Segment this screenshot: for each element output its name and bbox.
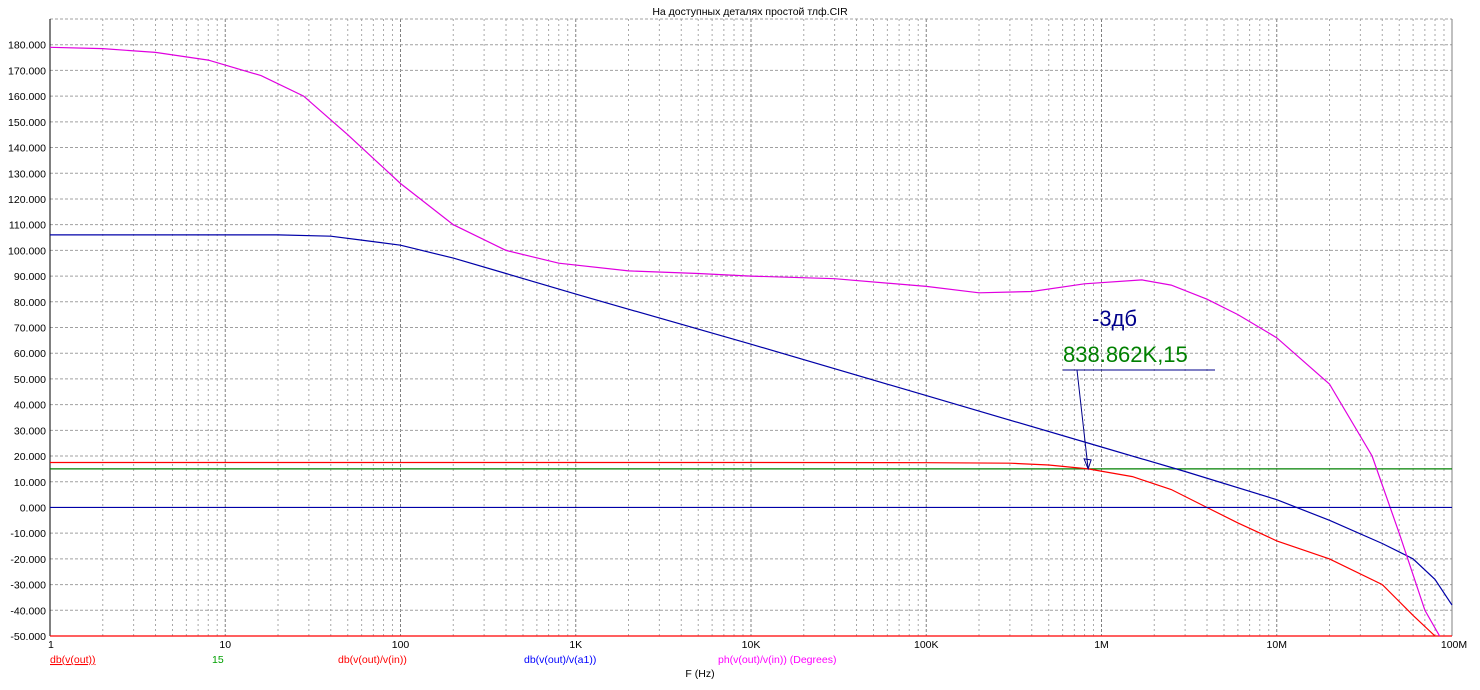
x-tick-label: 10K [742,639,761,651]
legend-entry: ph(v(out)/v(in)) (Degrees) [718,654,836,666]
x-tick-label: 10 [219,639,231,651]
x-tick-labels: 1 10 100 1K 10K 100K 1M 10M 100M [48,639,1467,651]
grid [49,18,1452,637]
y-tick-label: 60.000 [14,348,46,360]
x-tick-label: 100K [914,639,939,651]
annotation-arrow [1076,369,1089,469]
y-tick-label: 170.000 [8,65,46,77]
y-tick-label: -50.000 [10,631,46,643]
y-tick-label: 30.000 [14,425,46,437]
legend: db(v(out)) 15 db(v(out)/v(in)) db(v(out)/v(… [50,654,836,666]
y-tick-labels: 180.000 170.000 160.000 150.000 140.000 130.0… [8,40,46,643]
y-tick-label: 50.000 [14,374,46,386]
y-tick-label: 180.000 [8,40,46,52]
x-tick-label: 10M [1267,639,1287,651]
y-tick-label: 130.000 [8,168,46,180]
y-tick-label: -30.000 [10,580,46,592]
annotation: -3дб 838.862K,15 [1063,306,1215,471]
series-line-3 [50,234,1453,606]
x-tick-label: 100M [1441,639,1467,651]
x-tick-label: 1K [569,639,582,651]
x-tick-label: 1 [48,639,54,651]
y-tick-label: 100.000 [8,245,46,257]
y-tick-label: 90.000 [14,271,46,283]
x-axis-label: F (Hz) [685,668,714,680]
y-tick-label: -10.000 [10,528,46,540]
y-tick-label: 0.000 [20,502,46,514]
y-tick-label: 160.000 [8,91,46,103]
chart-title: На доступных деталях простой тлф.CIR [652,6,848,18]
series-line-4 [49,46,1441,637]
y-tick-label: 110.000 [9,220,46,232]
legend-entry: db(v(out)/v(a1)) [524,654,596,666]
y-tick-label: -40.000 [10,605,46,617]
series-lines [49,46,1453,637]
y-tick-label: 150.000 [8,117,46,129]
legend-entry: db(v(out)/v(in)) [338,654,407,666]
legend-entry: db(v(out)) [50,654,96,666]
y-tick-label: 140.000 [8,143,46,155]
y-tick-label: 120.000 [8,194,46,206]
x-tick-label: 100 [392,639,410,651]
legend-entry: 15 [212,654,224,666]
x-tick-label: 1M [1094,639,1109,651]
y-tick-label: 40.000 [14,400,46,412]
y-tick-label: -20.000 [10,554,46,566]
series-line-2 [50,461,1436,637]
y-tick-label: 80.000 [14,297,46,309]
annotation-arrow-head [1083,458,1092,471]
annotation-label-value: 838.862K,15 [1063,342,1188,367]
y-tick-label: 70.000 [14,323,46,335]
y-tick-label: 20.000 [14,451,46,463]
annotation-label-3db: -3дб [1092,306,1137,331]
y-tick-label: 10.000 [14,477,46,489]
